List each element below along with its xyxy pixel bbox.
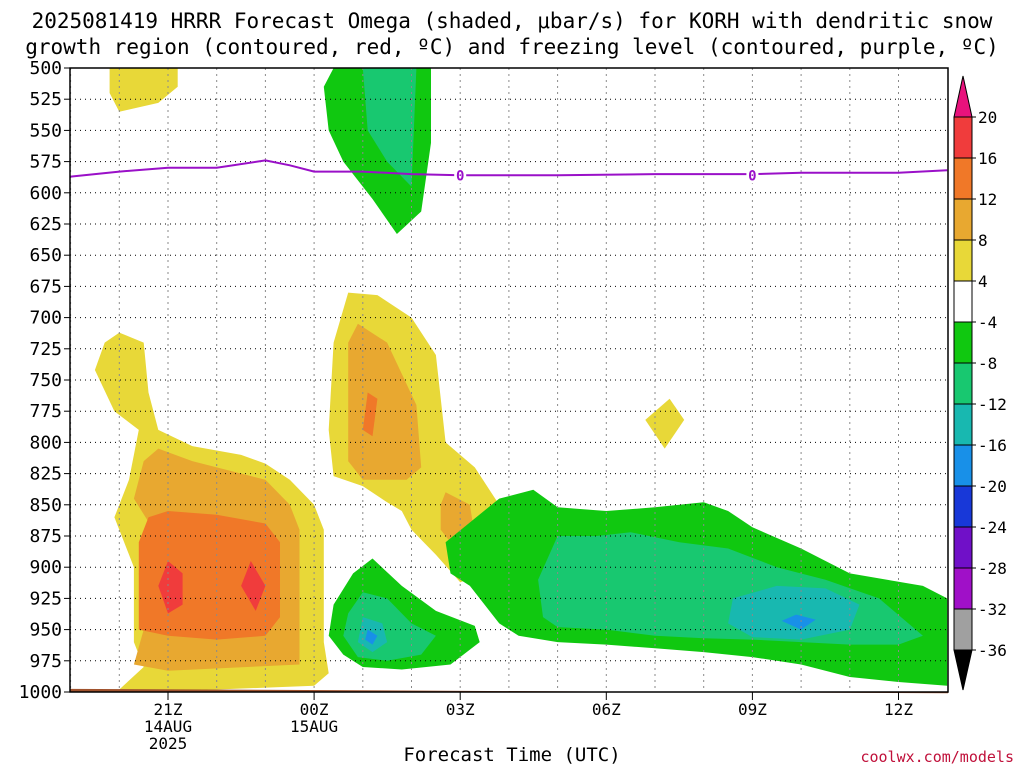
x-tick-label-3-0: 00Z [300, 700, 329, 719]
colorbar-bin-3 [953, 198, 973, 241]
x-tick-label-12-0: 09Z [738, 700, 767, 719]
omega-region-17 [365, 629, 378, 645]
x-tick-label-0-1: 14AUG [144, 717, 192, 736]
omega-region-10 [362, 392, 378, 437]
colorbar-label-2: 12 [978, 190, 997, 209]
omega-region-23 [0, 457, 51, 644]
x-tick-label-9-0: 06Z [592, 700, 621, 719]
freezing-level-line [70, 159, 948, 178]
omega-region-21 [781, 614, 816, 630]
colorbar-bin-10 [953, 485, 973, 528]
y-tick-label-550: 550 [29, 120, 62, 141]
omega-shading [0, 68, 948, 690]
colorbar-bin-12 [953, 567, 973, 610]
colorbar-bin-5 [953, 280, 973, 323]
y-tick-label-725: 725 [29, 339, 62, 360]
y-tick-label-1000: 1000 [19, 682, 62, 703]
plot-frame [69, 67, 949, 693]
colorbar-bin-7 [953, 362, 973, 405]
credit-text[interactable]: coolwx.com/models [860, 748, 1014, 766]
y-tick-label-925: 925 [29, 588, 62, 609]
terrain-strip [70, 688, 948, 694]
y-tick-label-825: 825 [29, 464, 62, 485]
colorbar-bin-8 [953, 403, 973, 446]
y-tick-label-875: 875 [29, 526, 62, 547]
omega-region-28 [21, 540, 29, 599]
colorbar-label-0: 20 [978, 108, 997, 127]
colorbar-label-8: -16 [978, 436, 1007, 455]
colorbar-label-7: -12 [978, 395, 1007, 414]
omega-region-13 [362, 68, 417, 187]
colorbar-label-11: -28 [978, 559, 1007, 578]
colorbar-bin-11 [953, 526, 973, 569]
colorbar-bin-2 [953, 157, 973, 200]
y-tick-label-500: 500 [29, 58, 62, 79]
chart-title: 2025081419 HRRR Forecast Omega (shaded, … [0, 8, 1024, 60]
colorbar-bottom-arrow [953, 649, 973, 691]
x-tick-label-0-2: 2025 [149, 734, 188, 753]
y-tick-label-900: 900 [29, 557, 62, 578]
y-tick-label-700: 700 [29, 308, 62, 329]
title-line-2: growth region (contoured, red, ºC) and f… [25, 35, 999, 59]
colorbar-label-4: 4 [978, 272, 988, 291]
x-axis-label: Forecast Time (UTC) [403, 744, 621, 766]
colorbar-label-9: -20 [978, 477, 1007, 496]
y-tick-label-625: 625 [29, 214, 62, 235]
colorbar-label-13: -36 [978, 641, 1007, 660]
omega-region-11 [645, 398, 685, 449]
x-tick-label-3-1: 15AUG [290, 717, 338, 736]
freezing-level-label-bg-12 [746, 167, 759, 184]
omega-region-4 [158, 561, 183, 614]
y-tick-label-675: 675 [29, 276, 62, 297]
colorbar-label-3: 8 [978, 231, 988, 250]
colorbar-bin-13 [953, 608, 973, 651]
omega-region-5 [241, 561, 266, 611]
colorbar-label-1: 16 [978, 149, 997, 168]
y-tick-label-575: 575 [29, 152, 62, 173]
colorbar-bin-4 [953, 239, 973, 282]
y-tick-label-975: 975 [29, 651, 62, 672]
colorbar-label-12: -32 [978, 600, 1007, 619]
title-line-1: 2025081419 HRRR Forecast Omega (shaded, … [31, 9, 993, 33]
y-tick-label-525: 525 [29, 89, 62, 110]
omega-region-20 [728, 585, 860, 640]
y-tick-label-950: 950 [29, 620, 62, 641]
y-tick-label-650: 650 [29, 245, 62, 266]
x-tick-label-0-0: 21Z [154, 700, 183, 719]
y-tick-label-600: 600 [29, 183, 62, 204]
omega-region-0 [109, 68, 178, 112]
omega-region-6 [119, 348, 144, 393]
colorbar-bin-6 [953, 321, 973, 364]
x-tick-label-15-0: 12Z [884, 700, 913, 719]
colorbar-bin-9 [953, 444, 973, 487]
y-tick-label-775: 775 [29, 401, 62, 422]
omega-region-29 [23, 559, 27, 583]
y-tick-label-800: 800 [29, 432, 62, 453]
colorbar-bin-1 [953, 116, 973, 159]
freezing-level-label-12: 0 [748, 168, 756, 184]
colorbar-label-5: -4 [978, 313, 997, 332]
omega-region-8 [348, 323, 422, 480]
freezing-level-label-bg-6 [454, 167, 467, 184]
y-tick-label-750: 750 [29, 370, 62, 391]
y-tick-label-850: 850 [29, 495, 62, 516]
colorbar-label-6: -8 [978, 354, 997, 373]
x-tick-label-6-0: 03Z [446, 700, 475, 719]
colorbar-top-arrow [953, 75, 973, 118]
freezing-level-label-6: 0 [456, 168, 464, 184]
colorbar-label-10: -24 [978, 518, 1007, 537]
